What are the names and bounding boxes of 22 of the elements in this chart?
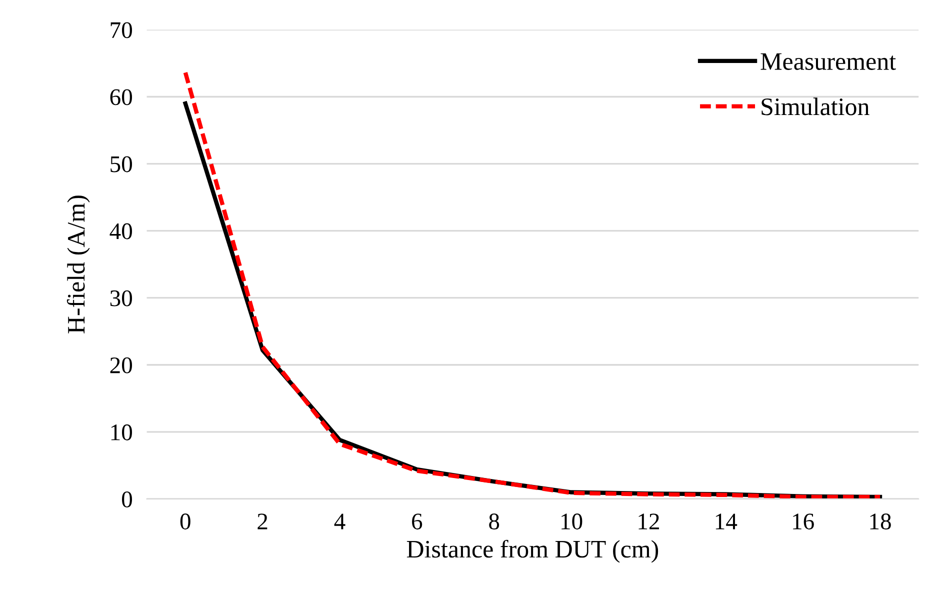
- legend-label: Measurement: [760, 53, 896, 70]
- x-tick-label: 14: [716, 514, 738, 530]
- y-tick-label: 0: [122, 491, 132, 508]
- x-tick-label: 10: [562, 514, 582, 530]
- legend-label: Simulation: [762, 98, 870, 116]
- y-tick-label: 60: [110, 89, 132, 106]
- x-axis-title: Distance from DUT (cm): [406, 540, 658, 563]
- x-tick-label: 6: [412, 514, 422, 530]
- y-tick-label: 20: [110, 357, 132, 374]
- y-tick-label: 50: [110, 156, 132, 172]
- y-axis-title: H-field (A/m): [66, 196, 90, 334]
- y-tick-label: 40: [110, 223, 132, 240]
- x-tick-label: 2: [258, 514, 268, 530]
- x-tick-label: 0: [180, 514, 190, 530]
- y-tick-label: 10: [111, 424, 132, 440]
- x-tick-label: 18: [870, 514, 891, 530]
- x-tick-label: 12: [638, 514, 659, 530]
- x-tick-label: 8: [489, 514, 500, 530]
- y-tick-label: 70: [110, 22, 132, 38]
- x-tick-label: 16: [793, 514, 814, 530]
- y-tick-label: 30: [110, 290, 132, 306]
- x-tick-label: 4: [334, 514, 346, 530]
